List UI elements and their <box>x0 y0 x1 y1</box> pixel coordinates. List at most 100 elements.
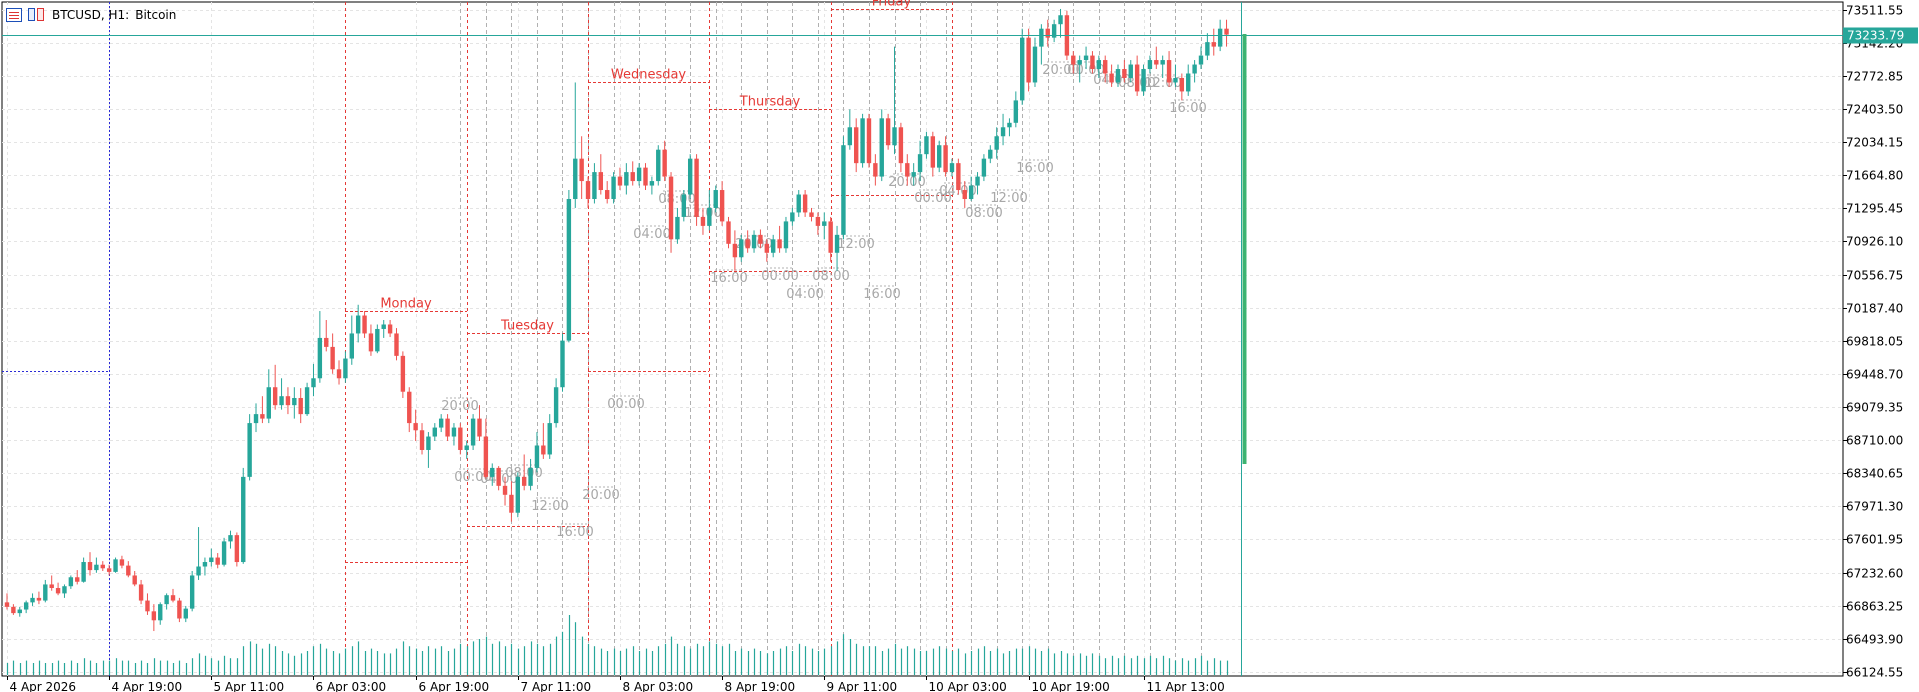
candle-body <box>675 216 680 240</box>
candle-body <box>464 445 469 450</box>
candle-body <box>764 243 770 253</box>
price-tick-label: 67971.30 <box>1846 500 1903 514</box>
candle <box>241 467 246 564</box>
candle <box>387 320 393 338</box>
candle <box>739 234 744 262</box>
price-tick-label: 66493.90 <box>1846 633 1903 647</box>
time-tick-label: 9 Apr 11:00 <box>827 680 898 692</box>
candle <box>732 230 738 271</box>
candle-body <box>681 194 687 217</box>
price-tick-label: 70556.75 <box>1846 269 1903 283</box>
candle-body <box>426 436 431 450</box>
candle <box>266 369 271 424</box>
candle-body <box>317 337 323 379</box>
candle-body <box>17 609 22 614</box>
candle <box>579 136 584 199</box>
price-tick-label: 68340.65 <box>1846 467 1903 481</box>
candle <box>55 582 61 596</box>
price-tick-label: 66863.25 <box>1846 600 1903 614</box>
candle <box>1026 28 1031 92</box>
candle <box>879 109 884 182</box>
candle-body <box>279 396 284 406</box>
candle <box>566 190 572 343</box>
candle-body <box>521 476 527 486</box>
candle-body <box>1026 37 1031 83</box>
candle-body <box>924 136 929 155</box>
candle-body <box>272 387 278 406</box>
candle-body <box>694 158 699 217</box>
hour-label: 00:00 <box>1067 63 1104 78</box>
current-price-tag <box>1843 27 1918 44</box>
candle-body <box>1077 60 1082 65</box>
price-tick-label: 70926.10 <box>1846 235 1903 249</box>
candle-body <box>304 387 310 415</box>
candle <box>585 176 591 208</box>
hour-label: 16:00 <box>863 287 900 302</box>
candle-body <box>1109 73 1114 83</box>
candle <box>81 557 86 583</box>
candle-body <box>349 333 354 359</box>
candle-body <box>266 387 271 419</box>
candle <box>407 387 412 433</box>
candle <box>1109 64 1114 87</box>
candle <box>502 476 508 506</box>
candle <box>158 602 163 625</box>
candle <box>1122 60 1127 83</box>
candle-body <box>1192 64 1197 74</box>
price-tick-label: 67601.95 <box>1846 533 1903 547</box>
candle <box>1192 60 1197 83</box>
candle-body <box>713 190 718 208</box>
hour-label: 00:00 <box>761 269 798 284</box>
price-tick-label: 68710.00 <box>1846 434 1903 448</box>
candle <box>962 181 967 208</box>
candle-body <box>68 577 74 587</box>
candle-body <box>451 427 457 437</box>
candle <box>189 570 195 612</box>
day-label: Thursday <box>739 95 801 110</box>
candle <box>771 234 776 258</box>
one-click-trading-icon[interactable] <box>28 8 46 22</box>
candle-body <box>470 418 476 446</box>
candle-body <box>707 207 712 226</box>
candle-body <box>541 445 546 455</box>
candle-body <box>898 127 904 164</box>
candle-body <box>1039 28 1044 47</box>
candle-body <box>1045 28 1050 38</box>
candle <box>604 181 610 204</box>
candle-body <box>981 158 987 177</box>
candle <box>145 593 150 615</box>
candle-body <box>758 234 763 244</box>
candle-body <box>1141 69 1146 92</box>
candle <box>1077 55 1082 83</box>
candle <box>1224 19 1229 47</box>
candle-body <box>687 158 693 195</box>
candle <box>11 604 16 615</box>
candle-body <box>732 243 738 258</box>
candle-body <box>739 239 744 258</box>
candle-body <box>611 176 616 199</box>
candle-body <box>802 194 808 213</box>
candle <box>841 136 846 240</box>
candle-body <box>841 145 846 235</box>
candle <box>464 441 469 459</box>
candle-body <box>662 149 667 177</box>
candle-body <box>106 568 112 572</box>
symbol-menu-icon[interactable] <box>6 8 22 22</box>
candle-body <box>247 423 252 477</box>
candle <box>151 604 157 632</box>
candle <box>324 320 329 352</box>
candle-body <box>949 163 955 173</box>
candle-body <box>1166 60 1172 83</box>
candle <box>126 561 131 578</box>
candle <box>368 324 374 356</box>
candle <box>1032 37 1038 87</box>
candle <box>624 163 629 195</box>
candle <box>662 140 667 182</box>
candle <box>94 557 99 573</box>
candle <box>968 176 974 201</box>
candle <box>598 154 604 195</box>
candle-body <box>515 476 520 513</box>
candle-body <box>796 194 801 213</box>
